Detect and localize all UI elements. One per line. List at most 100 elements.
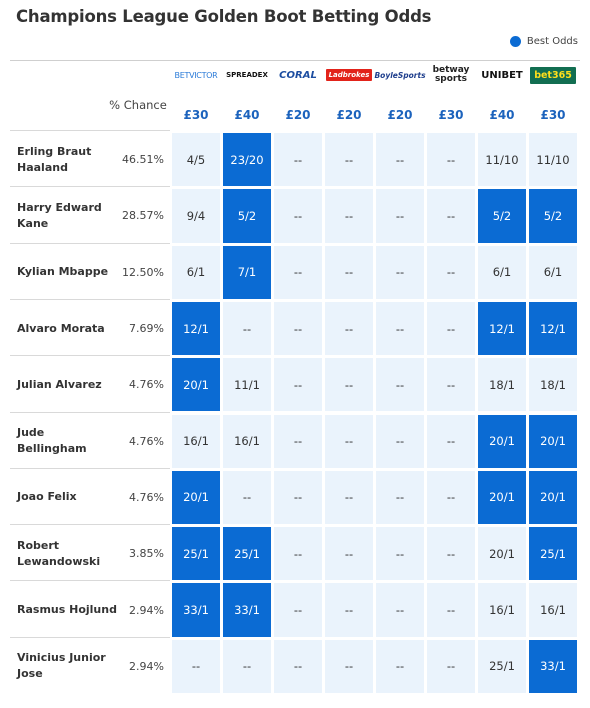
odds-cell[interactable]: 16/1 bbox=[478, 583, 526, 637]
player-chance: 28.57% bbox=[122, 209, 164, 223]
betway-logo[interactable]: betway sports bbox=[426, 64, 476, 86]
odds-cell: -- bbox=[325, 583, 373, 637]
odds-cell[interactable]: 6/1 bbox=[529, 245, 577, 299]
bonus-offer[interactable]: £40 bbox=[234, 108, 260, 122]
odds-cell: -- bbox=[427, 133, 475, 187]
player-chance: 46.51% bbox=[122, 153, 164, 167]
odds-cell: -- bbox=[325, 301, 373, 356]
odds-cell[interactable]: 11/1 bbox=[223, 358, 271, 412]
odds-cell: -- bbox=[274, 527, 322, 581]
odds-cell: -- bbox=[427, 527, 475, 581]
odds-cell-best[interactable]: 20/1 bbox=[478, 414, 526, 468]
odds-cell[interactable]: 16/1 bbox=[223, 414, 271, 468]
legend-label: Best Odds bbox=[526, 36, 578, 47]
odds-cell[interactable]: 11/10 bbox=[529, 133, 577, 187]
odds-cell: -- bbox=[325, 245, 373, 299]
player-chance: 12.50% bbox=[122, 265, 164, 279]
odds-cell: -- bbox=[172, 639, 220, 693]
odds-cell[interactable]: 20/1 bbox=[478, 527, 526, 581]
row-divider bbox=[10, 242, 170, 244]
odds-cell-best[interactable]: 20/1 bbox=[529, 470, 577, 525]
odds-cell: -- bbox=[274, 639, 322, 693]
coral-logo[interactable]: CORAL bbox=[273, 64, 323, 86]
odds-cell: -- bbox=[376, 245, 424, 299]
odds-cell-best[interactable]: 20/1 bbox=[172, 358, 220, 412]
odds-cell[interactable]: 4/5 bbox=[172, 133, 220, 187]
odds-cell[interactable]: 16/1 bbox=[529, 583, 577, 637]
player-name: Julian Alvarez bbox=[17, 377, 102, 391]
odds-cell: -- bbox=[325, 358, 373, 412]
odds-cell[interactable]: 9/4 bbox=[172, 189, 220, 243]
odds-cell: -- bbox=[325, 639, 373, 693]
bookmaker-name: BoyleSports bbox=[374, 70, 426, 80]
bookmaker-name: bet365 bbox=[530, 66, 576, 84]
odds-cell-best[interactable]: 23/20 bbox=[223, 133, 271, 187]
odds-cell: -- bbox=[274, 583, 322, 637]
odds-cell[interactable]: 18/1 bbox=[478, 358, 526, 412]
player-name: Kylian Mbappe bbox=[17, 265, 109, 279]
odds-cell-best[interactable]: 5/2 bbox=[478, 189, 526, 243]
bonus-offer[interactable]: £20 bbox=[336, 108, 362, 122]
bonus-offer[interactable]: £30 bbox=[438, 108, 464, 122]
odds-cell-best[interactable]: 12/1 bbox=[478, 301, 526, 356]
row-divider bbox=[10, 186, 170, 188]
spreadex-logo[interactable]: SPREADEX bbox=[222, 64, 272, 86]
player-name: Joao Felix bbox=[17, 490, 77, 504]
chance-header: % Chance bbox=[109, 98, 167, 112]
odds-cell-best[interactable]: 25/1 bbox=[223, 527, 271, 581]
odds-cell-best[interactable]: 5/2 bbox=[529, 189, 577, 243]
odds-cell: -- bbox=[274, 133, 322, 187]
odds-cell-best[interactable]: 20/1 bbox=[172, 470, 220, 525]
betvictor-logo[interactable]: BETVICTOR bbox=[171, 64, 221, 86]
row-divider bbox=[10, 467, 170, 469]
odds-cell: -- bbox=[427, 245, 475, 299]
bonus-offer[interactable]: £20 bbox=[387, 108, 413, 122]
bookmaker-name: SPREADEX bbox=[226, 71, 268, 79]
boylesports-logo[interactable]: BoyleSports bbox=[374, 64, 426, 86]
odds-cell[interactable]: 6/1 bbox=[478, 245, 526, 299]
odds-cell-best[interactable]: 33/1 bbox=[223, 583, 271, 637]
odds-cell: -- bbox=[325, 527, 373, 581]
odds-cell-best[interactable]: 25/1 bbox=[529, 527, 577, 581]
odds-cell: -- bbox=[325, 133, 373, 187]
bonus-offer[interactable]: £30 bbox=[183, 108, 209, 122]
odds-cell: -- bbox=[427, 639, 475, 693]
odds-cell[interactable]: 18/1 bbox=[529, 358, 577, 412]
unibet-logo[interactable]: UNIBET bbox=[477, 64, 527, 86]
divider bbox=[10, 60, 580, 61]
bonus-offer[interactable]: £40 bbox=[489, 108, 515, 122]
odds-cell[interactable]: 25/1 bbox=[478, 639, 526, 693]
odds-cell: -- bbox=[274, 414, 322, 468]
odds-cell-best[interactable]: 33/1 bbox=[529, 639, 577, 693]
player-chance: 3.85% bbox=[129, 547, 164, 561]
bookmaker-name: betway sports bbox=[432, 65, 470, 84]
odds-cell: -- bbox=[223, 639, 271, 693]
bonus-offer[interactable]: £20 bbox=[285, 108, 311, 122]
row-divider bbox=[10, 411, 170, 413]
player-name: Jude Bellingham bbox=[17, 426, 87, 456]
odds-cell: -- bbox=[223, 301, 271, 356]
odds-cell[interactable]: 16/1 bbox=[172, 414, 220, 468]
odds-cell-best[interactable]: 20/1 bbox=[478, 470, 526, 525]
bet365-logo[interactable]: bet365 bbox=[528, 64, 578, 86]
ladbrokes-logo[interactable]: Ladbrokes bbox=[324, 64, 374, 86]
odds-cell: -- bbox=[376, 639, 424, 693]
odds-cell-best[interactable]: 7/1 bbox=[223, 245, 271, 299]
odds-cell-best[interactable]: 12/1 bbox=[172, 301, 220, 356]
odds-cell-best[interactable]: 5/2 bbox=[223, 189, 271, 243]
odds-cell: -- bbox=[274, 358, 322, 412]
player-chance: 4.76% bbox=[129, 434, 164, 448]
odds-cell-best[interactable]: 25/1 bbox=[172, 527, 220, 581]
odds-cell: -- bbox=[427, 358, 475, 412]
player-chance: 2.94% bbox=[129, 659, 164, 673]
odds-cell-best[interactable]: 33/1 bbox=[172, 583, 220, 637]
bonus-offer[interactable]: £30 bbox=[540, 108, 566, 122]
odds-cell-best[interactable]: 20/1 bbox=[529, 414, 577, 468]
odds-cell[interactable]: 6/1 bbox=[172, 245, 220, 299]
odds-cell-best[interactable]: 12/1 bbox=[529, 301, 577, 356]
odds-cell: -- bbox=[427, 583, 475, 637]
odds-cell: -- bbox=[274, 470, 322, 525]
row-divider bbox=[10, 524, 170, 526]
odds-cell[interactable]: 11/10 bbox=[478, 133, 526, 187]
bookmaker-name: BETVICTOR bbox=[174, 70, 218, 80]
